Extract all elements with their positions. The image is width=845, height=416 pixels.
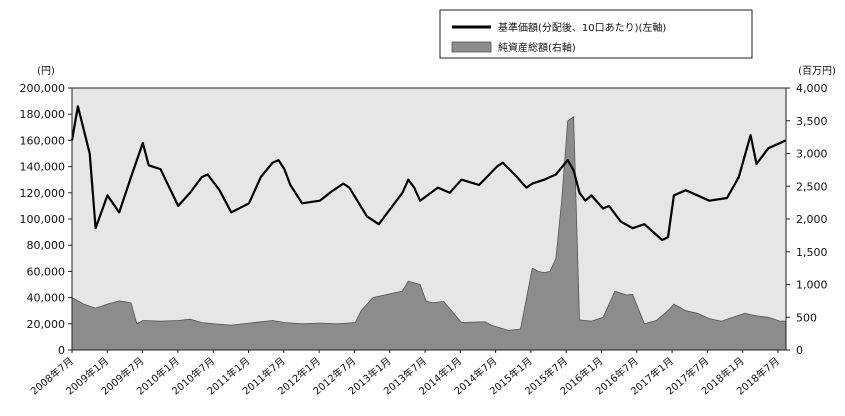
nav-line-series xyxy=(70,105,787,242)
x-axis-ticks: 2008年7月2009年1月2009年7月2010年1月2010年7月2011年… xyxy=(28,350,782,398)
legend: 基準価額(分配後、10口あたり)(左軸) 純資産総額(右軸) xyxy=(439,9,753,59)
right-tick-label: 2,000 xyxy=(796,213,828,226)
legend-assets-label: 純資産総額(右軸) xyxy=(498,41,576,54)
left-tick-label: 120,000 xyxy=(20,187,66,200)
left-tick-label: 20,000 xyxy=(27,318,66,331)
legend-assets-swatch xyxy=(451,41,492,53)
left-tick-label: 40,000 xyxy=(27,292,66,305)
left-tick-label: 140,000 xyxy=(20,161,66,174)
right-axis-unit: (百万円) xyxy=(798,65,836,77)
right-tick-label: 3,500 xyxy=(796,115,828,128)
right-tick-label: 500 xyxy=(796,311,817,324)
left-tick-label: 100,000 xyxy=(20,213,66,226)
left-axis: (円) 0 20,000 40,000 60,000 80,000 100,000 120,… xyxy=(20,66,72,357)
left-axis-ticks: 0 20,000 40,000 60,000 80,000 100,000 120,000 1… xyxy=(20,82,72,357)
left-tick-label: 0 xyxy=(58,344,65,357)
legend-nav-label: 基準価額(分配後、10口あたり)(左軸) xyxy=(498,21,666,34)
right-tick-label: 1,500 xyxy=(796,246,828,259)
left-tick-label: 80,000 xyxy=(27,239,66,252)
right-axis-ticks: 0 500 1,000 1,500 2,000 2,500 3,000 3,500 4,000 xyxy=(786,82,828,357)
right-axis: (百万円) 0 500 1,000 1,500 2,000 2,500 3,000 3,500… xyxy=(786,65,836,357)
right-tick-label: 2,500 xyxy=(796,180,828,193)
left-tick-label: 200,000 xyxy=(20,82,66,95)
left-tick-label: 160,000 xyxy=(20,134,66,147)
right-tick-label: 3,000 xyxy=(796,148,828,161)
legend-box xyxy=(439,9,753,59)
right-tick-label: 1,000 xyxy=(796,279,828,292)
left-axis-unit: (円) xyxy=(37,66,55,77)
right-tick-label: 4,000 xyxy=(796,82,828,95)
assets-area-series xyxy=(71,116,787,351)
right-tick-label: 0 xyxy=(796,344,803,357)
left-tick-label: 180,000 xyxy=(20,108,66,121)
plot-area xyxy=(70,87,787,351)
left-tick-label: 60,000 xyxy=(27,265,66,278)
